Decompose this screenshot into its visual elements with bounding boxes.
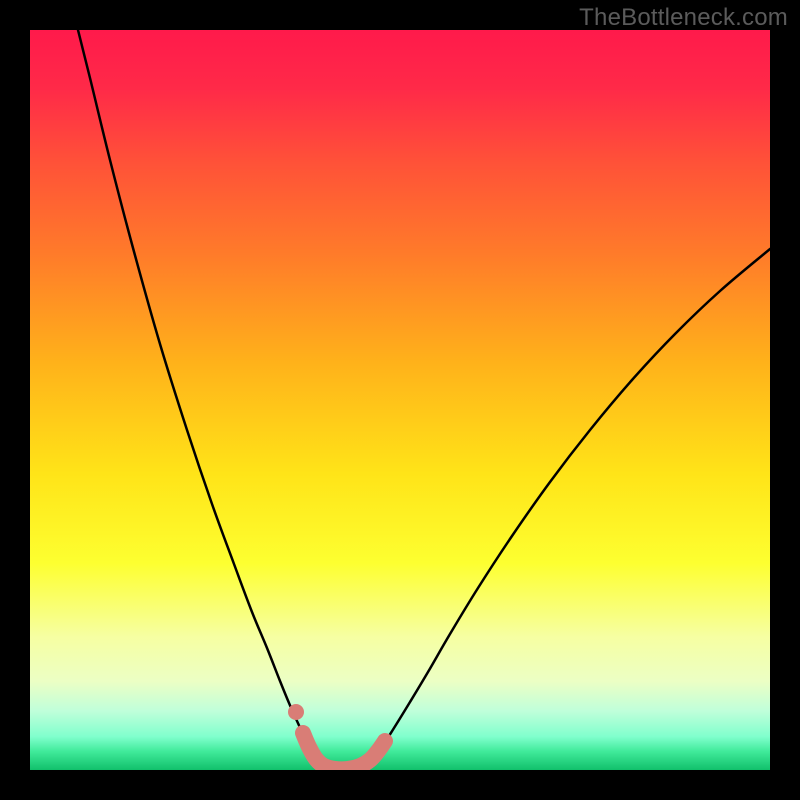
watermark-text: TheBottleneck.com <box>579 4 788 32</box>
plot-area <box>30 30 770 770</box>
gradient-background <box>30 30 770 770</box>
bottleneck-curve-chart <box>30 30 770 770</box>
chart-frame: TheBottleneck.com <box>0 0 800 800</box>
optimal-range-dot <box>288 704 304 720</box>
